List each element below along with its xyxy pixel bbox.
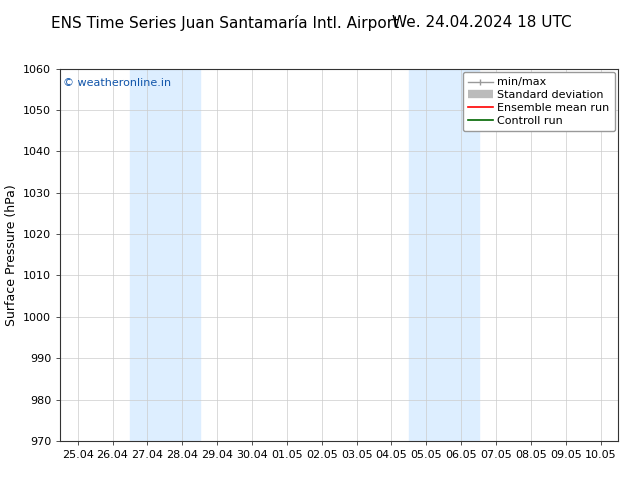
Bar xyxy=(130,69,200,441)
Legend: min/max, Standard deviation, Ensemble mean run, Controll run: min/max, Standard deviation, Ensemble me… xyxy=(463,72,615,131)
Bar xyxy=(409,69,479,441)
Text: ENS Time Series Juan Santamaría Intl. Airport: ENS Time Series Juan Santamaría Intl. Ai… xyxy=(51,15,399,31)
Text: © weatheronline.in: © weatheronline.in xyxy=(63,78,171,88)
Text: We. 24.04.2024 18 UTC: We. 24.04.2024 18 UTC xyxy=(392,15,572,30)
Y-axis label: Surface Pressure (hPa): Surface Pressure (hPa) xyxy=(4,184,18,326)
